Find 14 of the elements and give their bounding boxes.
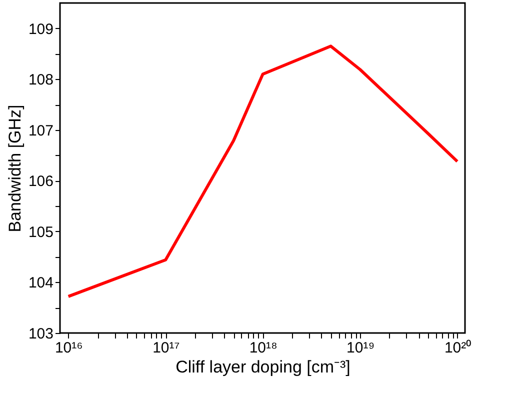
x-tick-label: 10¹⁶ (54, 340, 83, 356)
x-tick-label: 10¹⁸ (249, 340, 278, 356)
x-tick-label: 10¹⁹ (346, 340, 375, 356)
y-tick-label: 109 (28, 20, 54, 38)
y-tick-label: 103 (28, 326, 54, 342)
y-tick-label: 104 (28, 274, 54, 292)
y-axis-title: Bandwidth [GHz] (5, 104, 24, 232)
x-axis-title: Cliff layer doping [cm⁻³] (176, 358, 350, 376)
x-tick-label: 10¹⁷ (152, 340, 180, 356)
y-tick-label: 106 (28, 173, 54, 190)
y-tick-label: 105 (28, 224, 54, 241)
y-tick-label: 107 (28, 122, 54, 140)
x-tick-label: 10²⁰ (444, 340, 472, 356)
y-tick-label: 108 (28, 72, 54, 89)
